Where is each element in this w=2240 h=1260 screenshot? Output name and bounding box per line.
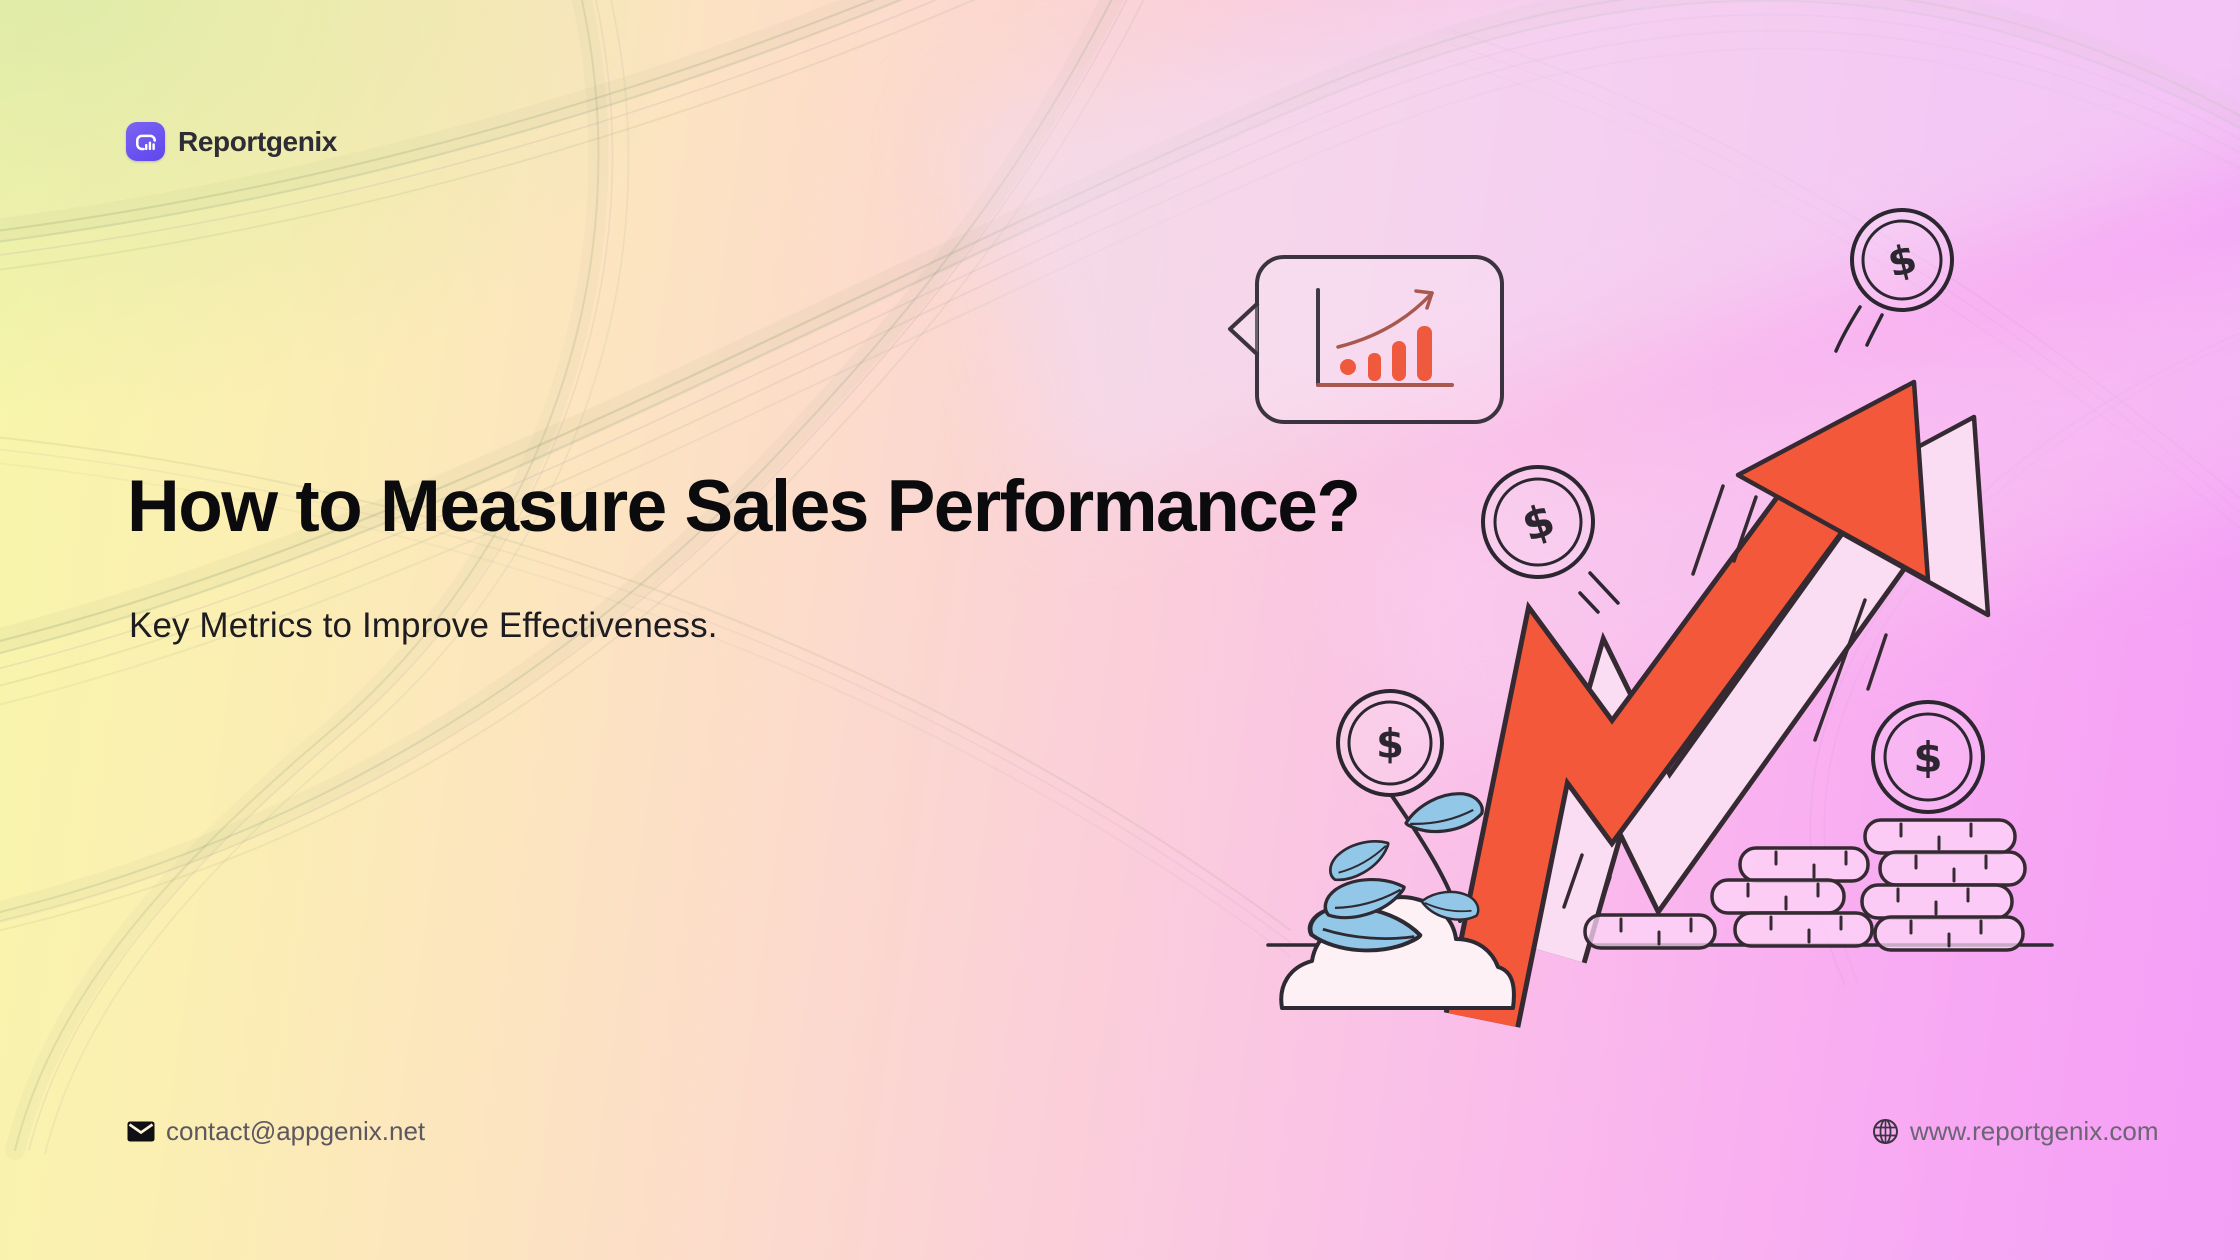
ground-mound [1279, 895, 1516, 1010]
email-text: contact@appgenix.net [166, 1116, 426, 1146]
coin-stacks: $ [1583, 700, 2027, 952]
chart-speech-bubble-icon [1228, 255, 1504, 424]
email-row: contact@appgenix.net [127, 1116, 425, 1147]
page-subtitle: Key Metrics to Improve Effectiveness. [129, 606, 718, 645]
bar-chart-logo-icon [126, 122, 165, 161]
dollar-coin-plant: $ [1336, 689, 1444, 797]
page-title: How to Measure Sales Performance? [127, 466, 1361, 547]
brand-logo: Reportgenix [126, 122, 337, 161]
globe-icon [1873, 1119, 1898, 1144]
growth-arrow [1443, 379, 1931, 1028]
brand-name: Reportgenix [178, 125, 337, 157]
speed-lines [1562, 484, 1888, 915]
website-text: www.reportgenix.com [1910, 1116, 2159, 1146]
dollar-coin-middle: $ [1481, 465, 1620, 614]
money-plant: $ [1308, 689, 1488, 956]
growth-illustration: $ $ [1228, 208, 2054, 1028]
svg-text:$: $ [1913, 733, 1942, 782]
dollar-coin-top: $ [1834, 208, 1954, 353]
envelope-icon [127, 1121, 155, 1142]
svg-text:$: $ [1376, 721, 1404, 767]
dollar-coin-stack: $ [1871, 700, 1985, 814]
website-row: www.reportgenix.com [1872, 1116, 2159, 1147]
